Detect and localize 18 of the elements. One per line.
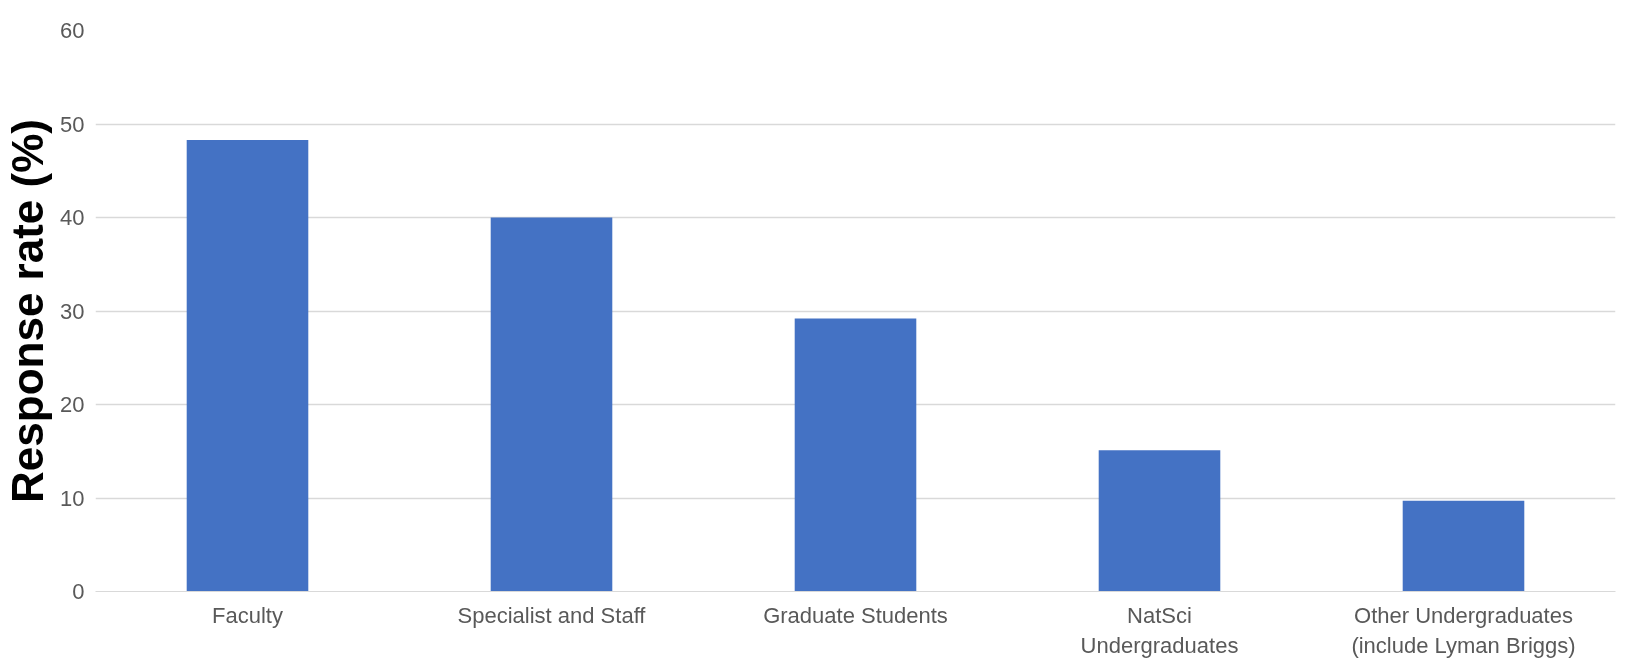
- bar: [490, 217, 613, 592]
- bar: [794, 318, 917, 592]
- x-tick-label: Other Undergraduates (include Lyman Briggs): [1351, 602, 1576, 658]
- bar: [1402, 500, 1525, 592]
- y-tick-label: 60: [60, 18, 85, 43]
- x-tick-label: NatSci Undergraduates: [1080, 602, 1239, 658]
- y-tick-label: 0: [72, 579, 85, 604]
- bar: [186, 139, 309, 592]
- x-tick-label: Faculty: [212, 602, 283, 628]
- y-axis-title: Response rate (%): [3, 119, 53, 503]
- x-tick-label: Specialist and Staff: [457, 602, 647, 628]
- x-tick-label: Graduate Students: [763, 602, 948, 628]
- y-tick-label: 30: [60, 298, 85, 324]
- y-tick-label: 20: [60, 392, 85, 417]
- y-tick-label: 50: [60, 111, 85, 137]
- y-tick-label: 10: [60, 485, 85, 511]
- bar: [1098, 450, 1221, 592]
- y-tick-label: 40: [60, 205, 85, 230]
